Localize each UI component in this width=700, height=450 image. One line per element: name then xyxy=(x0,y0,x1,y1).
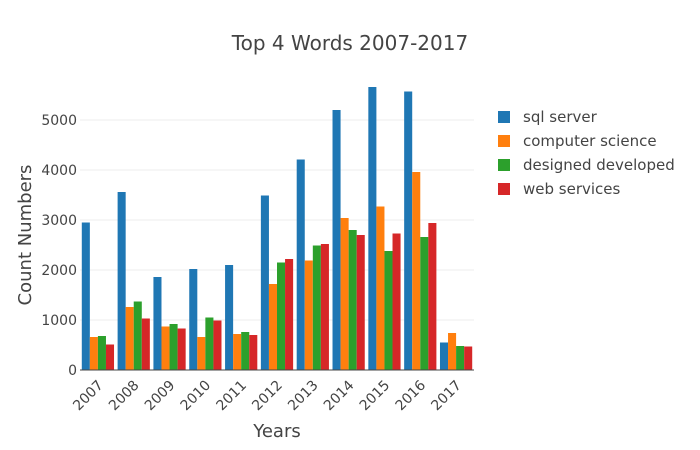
x-tick-label: 2017 xyxy=(428,378,465,415)
bar[interactable] xyxy=(356,235,365,370)
x-tick-label: 2014 xyxy=(321,377,358,414)
x-tick-label: 2008 xyxy=(106,378,143,415)
x-axis-ticks: 2007 2008 2009 2010 2011 2012 2013 2014 2015 2016… xyxy=(70,377,465,414)
legend-label[interactable]: computer science xyxy=(523,132,657,150)
y-tick-label: 4000 xyxy=(41,163,77,179)
x-tick-label: 2011 xyxy=(213,378,250,415)
bar[interactable] xyxy=(117,192,126,370)
bar[interactable] xyxy=(404,91,413,371)
x-tick-label: 2013 xyxy=(285,378,322,415)
bar[interactable] xyxy=(260,195,269,371)
y-tick-label: 1000 xyxy=(41,313,77,329)
bar[interactable] xyxy=(384,251,393,370)
legend-swatch[interactable] xyxy=(498,159,510,171)
legend-label[interactable]: web services xyxy=(523,180,621,198)
y-tick-label: 2000 xyxy=(41,263,77,279)
y-tick-label: 3000 xyxy=(41,213,77,229)
bars xyxy=(81,87,473,371)
bar[interactable] xyxy=(340,218,349,370)
bar[interactable] xyxy=(392,233,401,371)
bar[interactable] xyxy=(428,223,437,370)
bar[interactable] xyxy=(197,337,206,370)
x-axis-title: Years xyxy=(252,421,301,442)
legend-swatch[interactable] xyxy=(498,183,510,195)
bar[interactable] xyxy=(105,344,115,371)
bar[interactable] xyxy=(81,222,90,371)
bar[interactable] xyxy=(376,206,385,371)
bar[interactable] xyxy=(332,110,341,370)
bar[interactable] xyxy=(296,159,305,371)
bar[interactable] xyxy=(464,346,473,371)
bar[interactable] xyxy=(97,336,106,370)
legend-label[interactable]: designed developed xyxy=(523,156,675,174)
legend-label[interactable]: sql server xyxy=(523,108,598,126)
bar[interactable] xyxy=(348,230,357,370)
y-axis-title: Count Numbers xyxy=(15,165,36,306)
bar[interactable] xyxy=(161,326,170,371)
x-tick-label: 2007 xyxy=(70,378,107,415)
x-tick-label: 2012 xyxy=(249,378,286,415)
legend-swatch[interactable] xyxy=(498,135,510,147)
bar[interactable] xyxy=(368,87,377,370)
bar[interactable] xyxy=(169,324,178,370)
bar[interactable] xyxy=(125,307,134,370)
y-tick-label: 5000 xyxy=(41,113,77,129)
y-tick-label: 0 xyxy=(68,363,77,379)
x-tick-label: 2010 xyxy=(178,378,215,415)
bar[interactable] xyxy=(312,245,321,371)
bar[interactable] xyxy=(285,259,294,370)
bar[interactable] xyxy=(177,328,186,371)
bar[interactable] xyxy=(448,333,457,370)
bar[interactable] xyxy=(89,337,98,370)
bar[interactable] xyxy=(153,277,162,370)
bar[interactable] xyxy=(213,320,222,371)
bar[interactable] xyxy=(412,172,421,370)
bar[interactable] xyxy=(420,237,429,370)
x-tick-label: 2009 xyxy=(142,378,179,415)
chart-title: Top 4 Words 2007-2017 xyxy=(231,31,468,55)
bar[interactable] xyxy=(439,342,449,371)
bar[interactable] xyxy=(225,265,234,370)
bar[interactable] xyxy=(456,346,465,370)
bar[interactable] xyxy=(277,262,286,371)
legend-swatch[interactable] xyxy=(498,111,510,123)
bar[interactable] xyxy=(233,334,242,370)
bar[interactable] xyxy=(249,335,258,370)
bar[interactable] xyxy=(320,244,329,370)
y-axis-ticks: 0 1000 2000 3000 4000 5000 xyxy=(41,113,77,379)
bar[interactable] xyxy=(241,332,250,370)
x-tick-label: 2016 xyxy=(393,377,430,414)
bar[interactable] xyxy=(268,284,277,370)
bar[interactable] xyxy=(304,260,313,371)
legend: sql server computer science designed devel… xyxy=(498,108,675,198)
x-tick-label: 2015 xyxy=(357,378,394,415)
bar[interactable] xyxy=(205,317,214,371)
bar[interactable] xyxy=(189,269,198,370)
bar[interactable] xyxy=(133,301,142,371)
bar[interactable] xyxy=(141,318,150,371)
